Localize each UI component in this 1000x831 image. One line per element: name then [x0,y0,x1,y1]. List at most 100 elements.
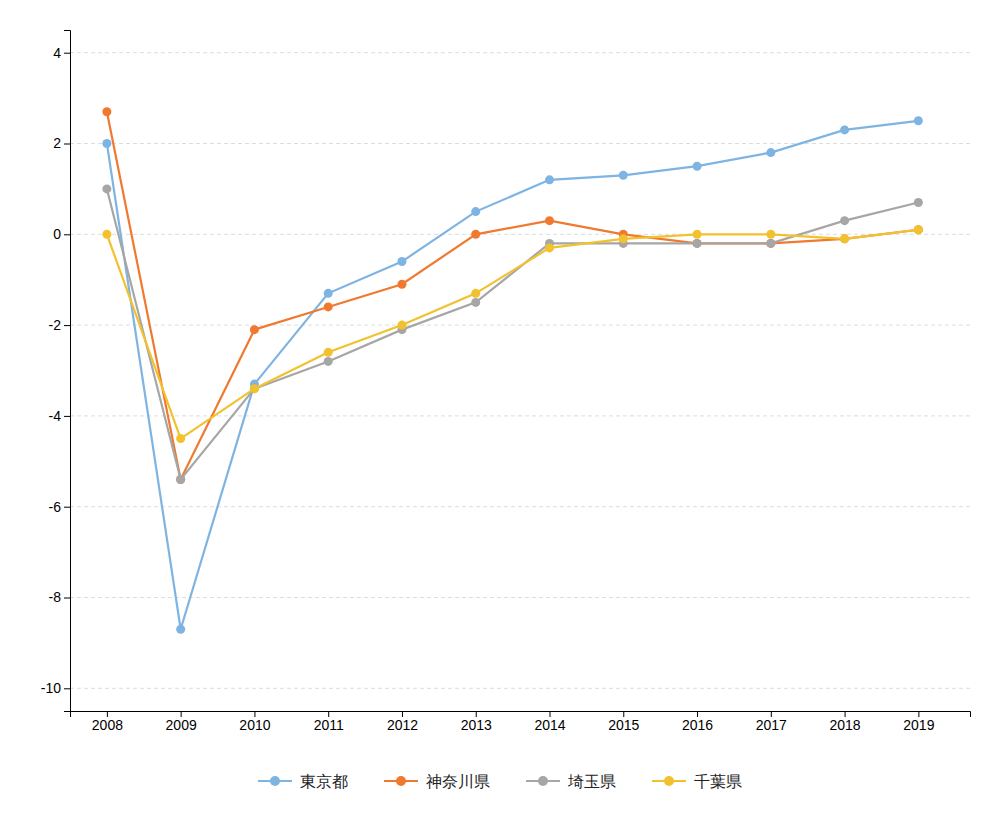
tick: 4 [53,45,70,61]
point [471,230,480,239]
grid-line [70,415,970,416]
point [545,243,554,252]
tick: -10 [41,680,70,696]
point [693,239,702,248]
tick: 2010 [239,711,270,733]
point [840,125,849,134]
point [693,230,702,239]
grid-line [70,506,970,507]
tick: 2013 [461,711,492,733]
legend-marker [538,776,548,786]
tick-label: -10 [41,680,61,696]
tick: 2016 [682,711,713,733]
point [766,148,775,157]
point [471,207,480,216]
point [840,216,849,225]
point [176,475,185,484]
point [545,175,554,184]
point [250,384,259,393]
point [102,139,111,148]
chart: 2008 2009 2010 2011 2012 2013 2014 2015 2016 2017… [0,0,1000,831]
tick-label: 2011 [314,717,344,733]
tick: 2014 [534,711,565,733]
series-line [107,189,918,480]
tick-label: 2012 [387,717,418,733]
point [619,171,628,180]
legend-item: 東京都 [258,772,348,791]
grid-line [70,234,970,235]
tick-label: 2014 [534,717,565,733]
series [102,184,922,484]
point [766,239,775,248]
legend-label: 東京都 [300,772,348,791]
tick-label: 2008 [92,717,123,733]
tick-mark [64,688,70,689]
legend-label: 埼玉県 [567,772,616,791]
tick-label: 2013 [461,717,492,733]
point [102,230,111,239]
point [914,198,923,207]
tick-label: 0 [53,226,61,242]
point [324,289,333,298]
tick: -2 [49,317,70,333]
series [102,225,922,443]
tick: 2017 [756,711,787,733]
tick-label: -2 [49,317,62,333]
tick: 2008 [92,711,123,733]
point [324,302,333,311]
tick-mark [64,598,70,599]
tick-label: 2010 [239,717,270,733]
point [324,357,333,366]
series [102,107,922,484]
point [102,184,111,193]
point [766,230,775,239]
legend-marker [270,776,280,786]
axis-line [64,31,71,712]
grid-line [70,688,970,689]
tick-label: 4 [53,45,61,61]
point [250,325,259,334]
point [324,348,333,357]
legend-label: 千葉県 [694,772,742,791]
grid-line [70,325,970,326]
tick-label: 2017 [756,717,787,733]
point [914,225,923,234]
tick-label: 2 [53,135,61,151]
tick-mark [64,234,70,235]
series-line [107,121,918,629]
plot: 2008 2009 2010 2011 2012 2013 2014 2015 2016 2017… [41,31,971,733]
tick: -4 [49,408,70,424]
legend-label: 神奈川県 [426,772,490,791]
point [619,234,628,243]
tick-mark [64,325,70,326]
tick-label: 2016 [682,717,713,733]
tick-label: 2009 [166,717,197,733]
point [693,239,702,248]
grid-line [70,52,970,53]
legend-item: 千葉県 [652,772,742,791]
tick-label: -6 [49,499,62,515]
tick-label: -8 [49,589,62,605]
tick: -8 [49,589,70,605]
legend-marker [664,776,674,786]
y-axis: -10 -8 -6 -4 -2 0 2 4 [41,31,71,712]
marks [102,107,922,634]
point [471,298,480,307]
tick-mark [64,416,70,417]
point [545,216,554,225]
tick: 2011 [314,711,344,733]
tick: 2009 [166,711,197,733]
point [840,234,849,243]
tick-label: 2015 [608,717,639,733]
tick: 2018 [830,711,861,733]
tick-label: -4 [49,408,62,424]
point [397,280,406,289]
tick: 2012 [387,711,418,733]
tick-label: 2019 [903,717,934,733]
point [840,234,849,243]
legend: 東京都 神奈川県 埼玉県 千葉県 [258,772,742,791]
grid [70,53,970,689]
tick: 2 [53,135,70,151]
legend-item: 埼玉県 [526,772,616,791]
tick-label: 2018 [830,717,861,733]
